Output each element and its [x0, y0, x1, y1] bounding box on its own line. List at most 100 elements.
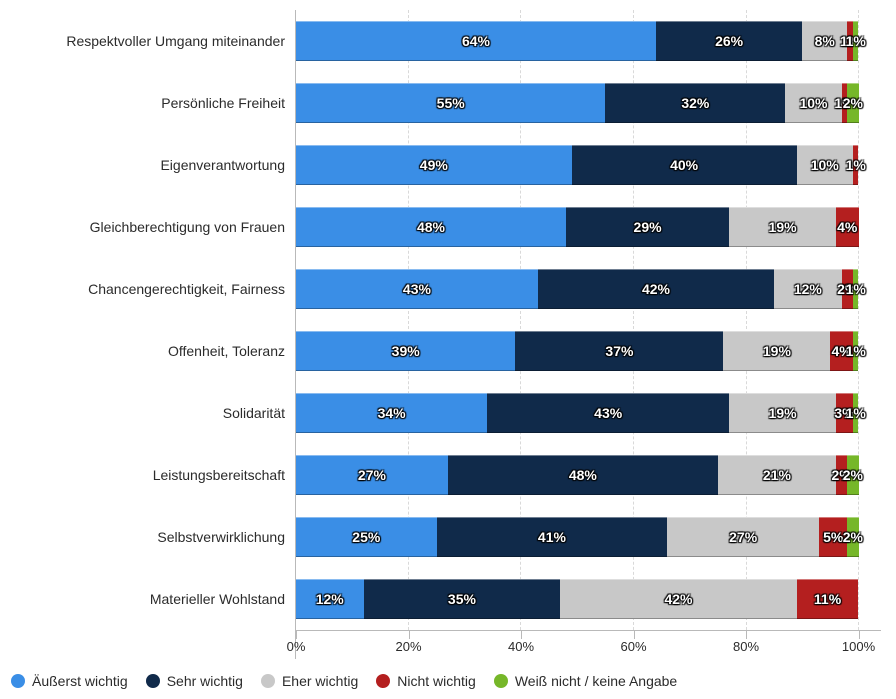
bar-value-label: 41%	[538, 529, 566, 545]
legend-swatch	[376, 674, 390, 688]
bar-value-label: 40%	[670, 157, 698, 173]
bar-segment: 21%	[718, 455, 836, 495]
bar-value-label: 27%	[729, 529, 757, 545]
bar-segment: 2%	[847, 455, 858, 495]
bar-segment: 42%	[560, 579, 796, 619]
legend-swatch	[494, 674, 508, 688]
bar-segment: 2%	[847, 517, 858, 557]
bar-value-label: 39%	[392, 343, 420, 359]
category-label: Persönliche Freiheit	[5, 95, 295, 111]
bar-segment: 37%	[515, 331, 723, 371]
bar-value-label: 8%	[815, 33, 835, 49]
bar-value-label: 35%	[448, 591, 476, 607]
bar-value-label: 19%	[769, 219, 797, 235]
bar-value-label: 43%	[594, 405, 622, 421]
bar-segment: 39%	[296, 331, 515, 371]
bar-value-label: 26%	[715, 33, 743, 49]
bar-value-label: 64%	[462, 33, 490, 49]
bar-track: 43%42%12%2%1%	[295, 258, 881, 320]
bar-segment: 12%	[296, 579, 364, 619]
bar-value-label: 32%	[681, 95, 709, 111]
bar-value-label: 12%	[794, 281, 822, 297]
bar-segment: 25%	[296, 517, 437, 557]
bar-value-label: 48%	[417, 219, 445, 235]
category-label: Selbstverwirklichung	[5, 529, 295, 545]
legend-item: Äußerst wichtig	[11, 673, 128, 689]
bar-segment: 12%	[774, 269, 842, 309]
bar-value-label: 42%	[664, 591, 692, 607]
chart-row: Chancengerechtigkeit, Fairness43%42%12%2…	[5, 258, 881, 320]
x-tick-label: 80%	[733, 639, 759, 654]
bar-segment: 40%	[572, 145, 797, 185]
bar-segment: 1%	[853, 145, 859, 185]
chart-row: Offenheit, Toleranz39%37%19%4%1%	[5, 320, 881, 382]
bar-value-label: 42%	[642, 281, 670, 297]
bar-value-label: 2%	[843, 529, 863, 545]
bar-track: 48% 29% 19% 4%	[295, 196, 881, 258]
bar-track: 39%37%19%4%1%	[295, 320, 881, 382]
bar-segment: 34%	[296, 393, 487, 433]
chart-row: Eigenverantwortung 49% 40% 10% 1%	[5, 134, 881, 196]
bar-value-label: 34%	[378, 405, 406, 421]
category-label: Eigenverantwortung	[5, 157, 295, 173]
bar-segment: 4%	[836, 207, 859, 247]
x-axis: 0%20%40%60%80%100%	[295, 630, 881, 659]
legend-swatch	[146, 674, 160, 688]
legend-item: Nicht wichtig	[376, 673, 476, 689]
bar-value-label: 1%	[846, 405, 866, 421]
bar-value-label: 1%	[846, 33, 866, 49]
chart: Respektvoller Umgang miteinander 64% 26% 8%…	[5, 10, 881, 659]
bar-value-label: 21%	[763, 467, 791, 483]
bar-segment: 42%	[538, 269, 774, 309]
legend-swatch	[11, 674, 25, 688]
bar-track: 12%35%42%11%	[295, 568, 881, 630]
bar-segment: 43%	[487, 393, 729, 433]
bar-segment: 32%	[605, 83, 785, 123]
bar-value-label: 37%	[605, 343, 633, 359]
bar-segment: 19%	[729, 207, 836, 247]
bar-value-label: 2%	[843, 95, 863, 111]
x-tick-label: 0%	[287, 639, 306, 654]
bar-value-label: 43%	[403, 281, 431, 297]
bar-value-label: 49%	[420, 157, 448, 173]
legend-item: Weiß nicht / keine Angabe	[494, 673, 677, 689]
legend-label: Nicht wichtig	[397, 673, 476, 689]
legend-label: Sehr wichtig	[167, 673, 243, 689]
bar-segment: 26%	[656, 21, 802, 61]
bar-value-label: 1%	[846, 343, 866, 359]
chart-row: Respektvoller Umgang miteinander 64% 26% 8%…	[5, 10, 881, 72]
category-label: Chancengerechtigkeit, Fairness	[5, 281, 295, 297]
bar-segment: 2%	[847, 83, 858, 123]
legend-item: Sehr wichtig	[146, 673, 243, 689]
bar-segment: 55%	[296, 83, 605, 123]
bar-segment: 35%	[364, 579, 561, 619]
category-label: Offenheit, Toleranz	[5, 343, 295, 359]
chart-row: Persönliche Freiheit55%32%10%1%2%	[5, 72, 881, 134]
legend-label: Weiß nicht / keine Angabe	[515, 673, 677, 689]
bar-segment: 10%	[797, 145, 853, 185]
category-label: Materieller Wohlstand	[5, 591, 295, 607]
bar-value-label: 10%	[799, 95, 827, 111]
bar-segment: 29%	[566, 207, 729, 247]
bar-segment: 64%	[296, 21, 656, 61]
chart-row: Materieller Wohlstand12%35%42%11%	[5, 568, 881, 630]
bar-track: 25%41%27%5%2%	[295, 506, 881, 568]
category-label: Respektvoller Umgang miteinander	[5, 33, 295, 49]
bar-value-label: 19%	[763, 343, 791, 359]
bar-segment: 1%	[853, 393, 859, 433]
chart-row: Gleichberechtigung von Frauen48%29%19%4%	[5, 196, 881, 258]
bar-value-label: 1%	[846, 157, 866, 173]
x-tick-label: 100%	[842, 639, 875, 654]
bar-value-label: 19%	[769, 405, 797, 421]
chart-row: Solidarität34%43%19%3%1%	[5, 382, 881, 444]
legend-label: Eher wichtig	[282, 673, 358, 689]
bar-value-label: 10%	[811, 157, 839, 173]
bar-value-label: 12%	[316, 591, 344, 607]
bar-value-label: 4%	[837, 219, 857, 235]
legend-swatch	[261, 674, 275, 688]
bar-value-label: 48%	[569, 467, 597, 483]
bar-segment: 27%	[296, 455, 448, 495]
bar-segment: 19%	[723, 331, 830, 371]
bar-value-label: 2%	[843, 467, 863, 483]
bar-segment: 1%	[853, 331, 859, 371]
